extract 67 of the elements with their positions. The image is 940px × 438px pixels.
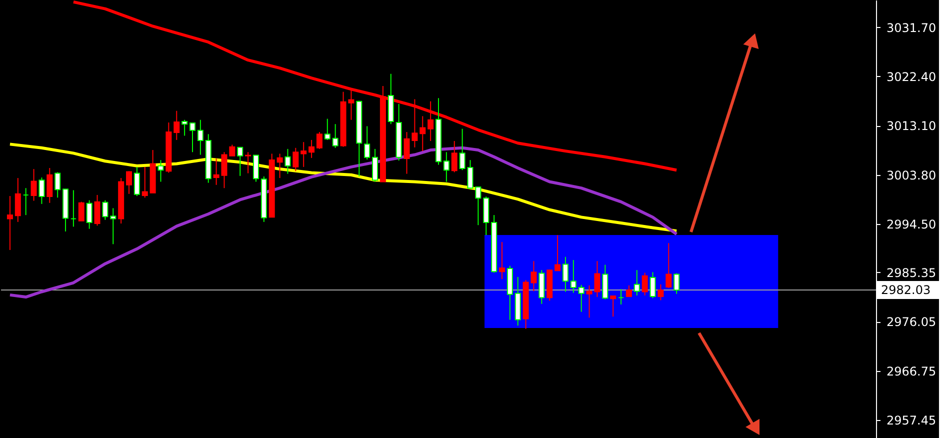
candlestick [562, 256, 568, 292]
candlestick [110, 208, 116, 245]
candlestick [475, 186, 482, 226]
candlestick [284, 148, 291, 174]
candlestick [276, 153, 283, 179]
candlestick [634, 270, 640, 296]
candlestick [570, 260, 576, 294]
y-tick-label: 3013.10 [886, 119, 936, 134]
candlestick [102, 200, 108, 220]
y-tick-label: 3022.40 [886, 70, 936, 84]
candlestick [70, 190, 76, 228]
line-series [8, 142, 678, 232]
y-tick-label: 3031.70 [886, 20, 936, 35]
candlestick [610, 295, 616, 318]
candlestick [300, 142, 307, 168]
candlestick [554, 234, 561, 272]
candlestick [158, 160, 164, 182]
candlestick [134, 166, 140, 197]
candlestick [602, 264, 608, 300]
candlestick [252, 154, 259, 182]
y-tick-label: 2985.35 [886, 266, 936, 280]
y-tick-label: 2966.75 [886, 364, 936, 378]
y-tick-label: 2957.45 [886, 414, 936, 428]
candlestick [658, 284, 664, 301]
candlestick [14, 178, 21, 222]
y-tick-label: 2994.50 [886, 218, 936, 232]
candlestick [94, 194, 100, 226]
candlestick [174, 110, 180, 140]
candlestick [626, 284, 632, 298]
candlestick [229, 144, 236, 156]
candlestick [292, 147, 299, 172]
candlestick [642, 272, 648, 296]
candlestick [86, 200, 92, 230]
line-series [8, 146, 678, 299]
candlestick [38, 177, 45, 204]
candlestick [54, 172, 61, 198]
candlestick [237, 146, 244, 176]
candlestick [451, 140, 458, 173]
candlestick [372, 148, 378, 182]
candlestick [308, 139, 315, 158]
candlestick [189, 122, 196, 153]
candlestick [578, 284, 584, 312]
candlestick [78, 201, 84, 222]
candlestick [364, 126, 370, 160]
candlestick [6, 196, 13, 250]
candlestick [332, 124, 338, 148]
candlestick [197, 119, 204, 156]
y-tick-label: 2976.05 [886, 315, 936, 330]
candlestick [126, 170, 132, 194]
candlestick [316, 132, 322, 150]
ref-line-label: 2982.03 [881, 283, 931, 298]
candlestick [443, 152, 450, 182]
candlestick [182, 119, 188, 136]
candlestick [22, 188, 29, 216]
candlestick [324, 118, 330, 140]
candlestick [142, 166, 148, 198]
candlestick [428, 100, 434, 142]
candlestick [674, 272, 680, 294]
candlestick [30, 168, 37, 202]
candlestick [245, 152, 252, 174]
candlestick [46, 167, 53, 204]
candlestick [498, 242, 505, 280]
candlestick [666, 242, 672, 289]
candlestick [420, 116, 426, 152]
y-tick-label: 3003.80 [886, 168, 936, 182]
candlestick [618, 288, 624, 305]
candlestick [650, 272, 656, 299]
